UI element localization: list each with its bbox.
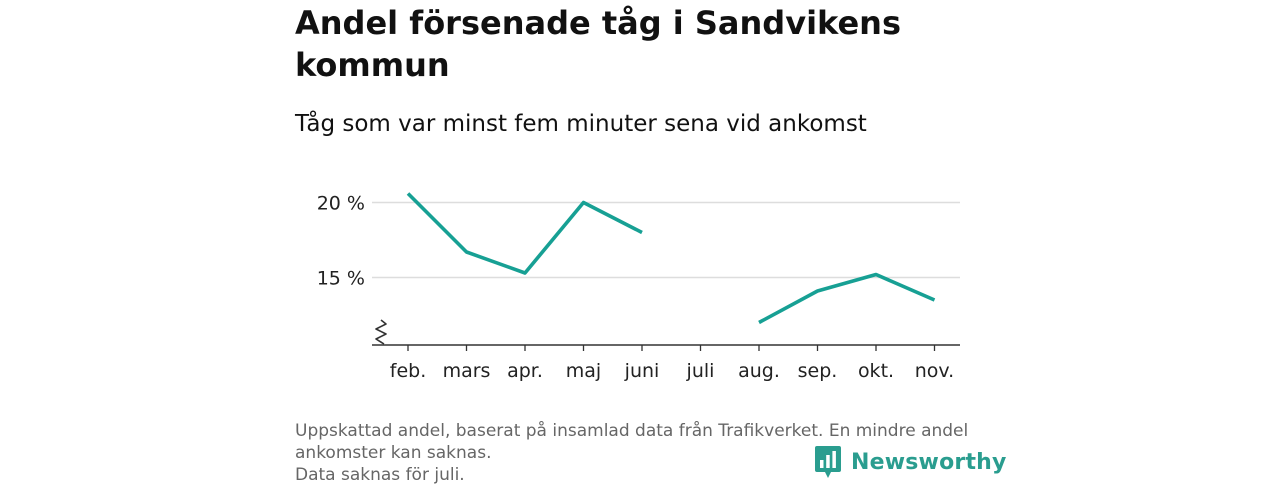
y-tick-label: 15 % — [317, 268, 365, 290]
data-point[interactable] — [872, 271, 880, 279]
gridlines — [372, 201, 960, 279]
chart-subtitle: Tåg som var minst fem minuter sena vid a… — [295, 111, 867, 137]
axis-break-icon — [375, 319, 387, 345]
x-tick-label: apr. — [507, 360, 543, 382]
x-tick-label: aug. — [738, 360, 780, 382]
y-axis-ticks: 15 % 20 % — [317, 193, 365, 290]
brand-logo[interactable]: Newsworthy — [814, 445, 1007, 479]
series-lines — [404, 190, 939, 327]
x-tick-label: nov. — [915, 360, 954, 382]
brand-name: Newsworthy — [851, 449, 1007, 475]
data-point[interactable] — [755, 319, 763, 327]
chart-title: Andel försenade tåg i Sandvikens kommun — [295, 4, 901, 84]
x-tick-label: juni — [624, 360, 660, 382]
x-tick-label: sep. — [798, 360, 838, 382]
x-tick-label: juli — [686, 360, 715, 382]
data-point[interactable] — [814, 287, 822, 295]
x-tick-label: mars — [443, 360, 491, 382]
x-tick-label: okt. — [858, 360, 894, 382]
line-chart: 15 % 20 % feb. mars apr. maj juni juli aug. sep.… — [317, 190, 960, 382]
data-point[interactable] — [638, 229, 646, 237]
data-point[interactable] — [931, 296, 939, 304]
y-tick-label: 20 % — [317, 193, 365, 215]
series-line-segment-0 — [406, 192, 643, 275]
data-point[interactable] — [521, 269, 529, 277]
newsworthy-logo-icon — [815, 446, 841, 478]
data-point[interactable] — [580, 199, 588, 207]
data-point[interactable] — [463, 248, 471, 256]
x-tick-label: maj — [566, 360, 601, 382]
footnote-source: Uppskattad andel, baserat på insamlad da… — [295, 421, 969, 463]
series-line-segment-1 — [758, 272, 936, 325]
data-point[interactable] — [404, 190, 412, 198]
x-axis: feb. mars apr. maj juni juli aug. sep. okt. nov. — [372, 344, 960, 382]
x-tick-label: feb. — [390, 360, 426, 382]
